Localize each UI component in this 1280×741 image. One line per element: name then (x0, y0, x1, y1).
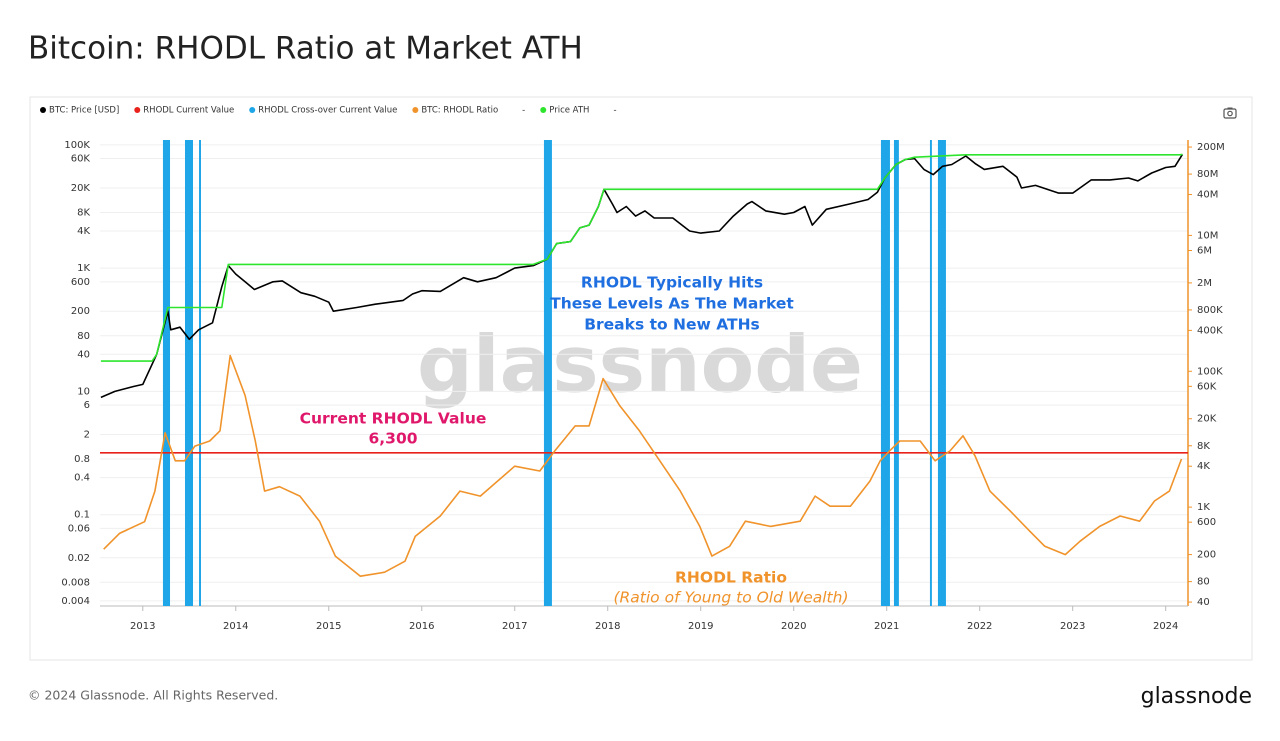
footer-logo: glassnode (1141, 684, 1252, 709)
y2-tick-label: 200 (1197, 550, 1216, 561)
crossover-band (199, 140, 201, 606)
series-line (103, 354, 1183, 577)
series-line (100, 153, 1184, 399)
x-tick-label: 2017 (502, 621, 527, 632)
watermark: glassnode (417, 320, 863, 410)
legend-label: - (613, 106, 616, 116)
y-tick-label: 0.02 (68, 553, 90, 564)
annotation: These Levels As The Market (550, 295, 794, 313)
y2-tick-label: 40 (1197, 597, 1210, 608)
series-line (100, 153, 1183, 362)
annotation: RHODL Typically Hits (581, 274, 763, 292)
y-tick-label: 4K (77, 226, 90, 237)
x-tick-label: 2018 (595, 621, 620, 632)
x-tick-label: 2023 (1060, 621, 1085, 632)
annotation: Current RHODL Value (300, 410, 487, 428)
annotation: Breaks to New ATHs (584, 316, 760, 334)
crossover-band (929, 140, 932, 606)
y-tick-label: 8K (77, 207, 90, 218)
y-tick-label: 1K (77, 263, 90, 274)
y2-tick-label: 800K (1197, 305, 1223, 316)
annotations: RHODL Typically Hits These Levels As The… (300, 274, 849, 607)
x-tick-label: 2016 (409, 621, 434, 632)
legend: BTC: Price [USD] RHODL Current Value RHODL… (40, 106, 617, 116)
y2-tick-label: 80M (1197, 169, 1218, 180)
x-tick-label: 2019 (688, 621, 713, 632)
y-tick-label: 0.1 (74, 510, 90, 521)
x-tick-label: 2014 (223, 621, 248, 632)
y2-tick-label: 20K (1197, 414, 1217, 425)
y-tick-label: 6 (84, 400, 90, 411)
legend-marker (412, 107, 419, 113)
y2-tick-label: 400K (1197, 325, 1223, 336)
annotation: RHODL Ratio (675, 569, 787, 587)
y-tick-label: 0.004 (61, 596, 90, 607)
y2-tick-label: 4K (1197, 461, 1210, 472)
y2-tick-label: 100K (1197, 366, 1223, 377)
y-tick-label: 80 (77, 331, 90, 342)
y-tick-label: 2 (84, 430, 90, 441)
y-tick-label: 10 (77, 386, 90, 397)
y-tick-label: 100K (64, 140, 90, 151)
chart-title: Bitcoin: RHODL Ratio at Market ATH (28, 31, 583, 67)
copyright: © 2024 Glassnode. All Rights Reserved. (28, 688, 278, 703)
y2-tick-label: 8K (1197, 441, 1210, 452)
y-tick-label: 0.008 (61, 577, 90, 588)
legend-label: - (522, 106, 525, 116)
legend-marker (40, 107, 46, 113)
chart-panel (29, 96, 1253, 661)
camera-icon[interactable] (1223, 107, 1237, 119)
legend-label: BTC: Price [USD] (49, 106, 119, 116)
value-label: 6,300 (368, 430, 417, 448)
x-tick-label: 2024 (1153, 621, 1178, 632)
y2-tick-label: 200M (1197, 142, 1225, 153)
x-tick-label: 2013 (130, 621, 155, 632)
y-tick-label: 40 (77, 349, 90, 360)
y-tick-label: 60K (71, 154, 91, 165)
crossover-band (184, 140, 193, 606)
plot: 100K 60K 20K 8K 4K 1K 600 200 80 40 10 6 2 0.8 0.4 0.1 0… (61, 140, 1224, 632)
legend-label: RHODL Current Value (143, 106, 234, 116)
y-tick-label: 0.06 (68, 523, 90, 534)
y2-tick-label: 80 (1197, 577, 1210, 588)
crossover-band (893, 140, 899, 606)
crossover-band (543, 140, 552, 606)
y-tick-label: 0.8 (74, 454, 90, 465)
legend-label: Price ATH (549, 106, 589, 116)
y2-tick-label: 10M (1197, 230, 1218, 241)
crossover-band (937, 140, 946, 606)
x-tick-label: 2015 (316, 621, 341, 632)
y2-tick-label: 40M (1197, 190, 1218, 201)
x-tick-label: 2022 (967, 621, 992, 632)
y2-tick-label: 6M (1197, 245, 1212, 256)
legend-marker (249, 107, 256, 113)
legend-label: BTC: RHODL Ratio (421, 106, 498, 116)
y2-tick-label: 60K (1197, 381, 1217, 392)
crossover-band (880, 140, 890, 606)
legend-label: RHODL Cross-over Current Value (258, 106, 397, 116)
crossover-band (162, 140, 171, 606)
y-tick-label: 0.4 (74, 473, 90, 484)
y-tick-label: 600 (71, 277, 90, 288)
x-tick-label: 2020 (781, 621, 806, 632)
y-tick-label: 200 (71, 306, 90, 317)
y2-tick-label: 2M (1197, 278, 1212, 289)
y2-tick-label: 1K (1197, 502, 1210, 513)
annotation: (Ratio of Young to Old Wealth) (613, 589, 848, 607)
legend-marker (540, 107, 547, 113)
y2-tick-label: 600 (1197, 517, 1216, 528)
legend-marker (134, 107, 141, 113)
x-tick-label: 2021 (874, 621, 899, 632)
y-tick-label: 20K (71, 183, 91, 194)
